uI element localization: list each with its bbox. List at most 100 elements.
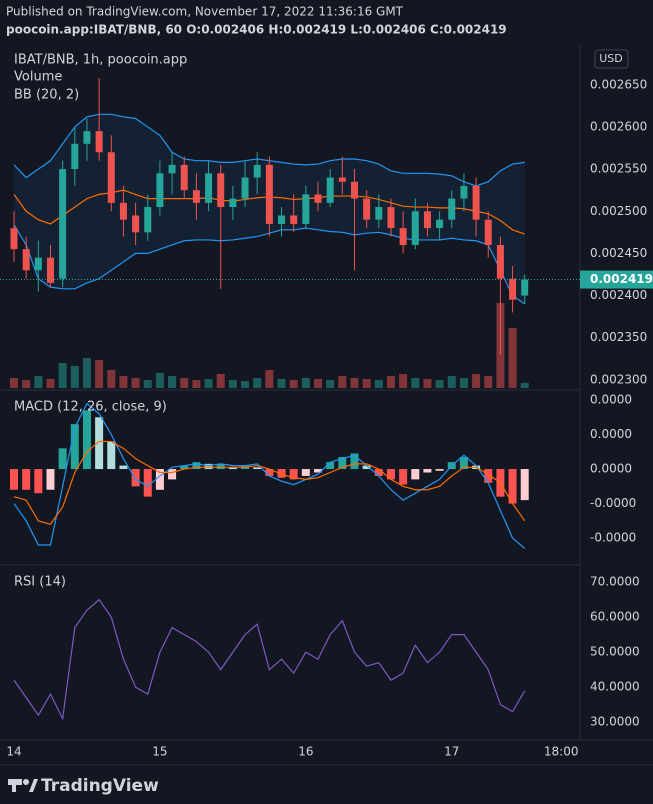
macd-histogram — [143, 469, 152, 497]
candle-body — [472, 185, 480, 220]
macd-histogram — [520, 469, 529, 501]
volume-bar — [472, 374, 481, 388]
y-tick-label: 0.002600 — [590, 119, 647, 133]
x-tick-label: 15 — [152, 745, 167, 759]
candle-body — [399, 228, 407, 245]
macd-histogram — [107, 441, 116, 470]
candle-body — [363, 198, 371, 220]
brand: TradingView — [41, 776, 159, 796]
macd-histogram — [362, 465, 371, 470]
volume-bar — [399, 374, 408, 388]
volume-bar — [46, 379, 55, 388]
macd-histogram — [253, 467, 262, 470]
volume-bar — [10, 378, 18, 388]
volume-bar — [58, 363, 67, 388]
volume-bar — [265, 370, 274, 388]
macd-histogram — [95, 417, 104, 470]
candle-body — [290, 215, 298, 224]
y-tick-label: 70.0000 — [590, 575, 640, 589]
candle-body — [59, 169, 67, 279]
candle-body — [411, 211, 419, 245]
candle-body — [484, 219, 492, 245]
volume-bar — [168, 376, 177, 388]
macd-histogram — [204, 463, 213, 470]
candle-body — [241, 177, 249, 199]
macd-histogram — [326, 462, 335, 470]
candle-body — [46, 257, 54, 283]
macd-histogram — [508, 469, 517, 504]
candle-body — [107, 152, 115, 203]
legend-item: BB (20, 2) — [14, 88, 79, 103]
y-tick-label: 0.002550 — [590, 162, 647, 176]
candle-body — [132, 215, 140, 233]
macd-histogram — [301, 469, 310, 476]
x-tick-label: 16 — [298, 745, 313, 759]
candle-body — [302, 194, 310, 224]
volume-bar — [289, 380, 298, 388]
volume-bar — [277, 379, 286, 388]
volume-bar — [155, 373, 164, 388]
macd-line — [13, 402, 526, 549]
macd-histogram — [374, 469, 383, 476]
volume-bar — [82, 358, 91, 388]
candle-body — [253, 164, 261, 178]
y-tick-label: 0.002350 — [590, 330, 647, 344]
macd-histogram — [70, 424, 79, 470]
y-tick-label: 0.002400 — [590, 288, 647, 302]
currency-button[interactable] — [594, 49, 629, 69]
y-tick-label: 0.002650 — [590, 77, 647, 91]
macd-histogram — [314, 469, 322, 473]
macd-histogram — [180, 465, 189, 470]
candle-body — [350, 181, 358, 199]
volume-bar — [228, 380, 237, 388]
candle-body — [71, 143, 79, 170]
volume-bar — [253, 378, 262, 388]
y-tick-label: 40.0000 — [590, 680, 640, 694]
volume-bar — [301, 378, 310, 388]
y-tick-label: 60.0000 — [590, 610, 640, 624]
candle-body — [10, 228, 18, 250]
candle-body — [460, 185, 468, 199]
y-tick-label: -0.0000 — [590, 531, 636, 545]
candle-body — [180, 164, 188, 191]
y-tick-label: 0.002300 — [590, 372, 647, 386]
macd-histogram — [155, 469, 164, 490]
macd-title: MACD (12, 26, close, 9) — [14, 400, 167, 415]
candle-body — [521, 279, 529, 296]
logo — [8, 779, 38, 792]
volume-bar — [423, 379, 432, 388]
macd-histogram — [228, 467, 237, 470]
candle-body — [265, 164, 273, 224]
y-tick-label: 0.0000 — [590, 393, 632, 407]
legend-item: Volume — [14, 70, 62, 85]
macd-histogram — [386, 469, 395, 480]
last-price-box — [580, 270, 653, 289]
volume-bar — [520, 383, 529, 388]
volume-bar — [411, 378, 420, 388]
macd-histogram — [119, 465, 128, 470]
currency[interactable]: USD — [599, 52, 623, 65]
volume-bar — [362, 379, 371, 388]
macd-histogram — [10, 469, 18, 490]
macd-histogram — [131, 469, 140, 487]
volume-bar — [508, 328, 517, 388]
volume-bar — [131, 378, 140, 388]
macd-histogram — [265, 469, 274, 476]
candle-body — [34, 257, 42, 271]
volume-bar — [180, 378, 189, 388]
candle-body — [338, 177, 346, 182]
candle-body — [314, 194, 322, 203]
candle-body — [229, 198, 237, 208]
candle-body — [387, 207, 395, 229]
candle-body — [278, 215, 286, 224]
candle-body — [423, 211, 431, 229]
candle-body — [83, 131, 91, 144]
candle-body — [22, 249, 30, 271]
macd-histogram — [216, 463, 225, 470]
candle-body — [192, 190, 200, 203]
symbol-line: poocoin.app:IBAT/BNB, 60 O:0.002406 H:0.… — [6, 23, 507, 37]
candle-body — [375, 207, 383, 220]
y-tick-label: 50.0000 — [590, 645, 640, 659]
